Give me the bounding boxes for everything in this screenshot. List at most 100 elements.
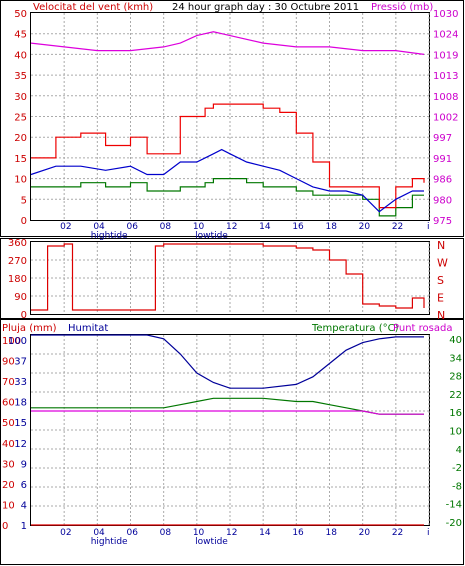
x-tick-label: 10 (193, 528, 205, 538)
humidity-tick-label: 18 (14, 398, 27, 409)
direction-tick-label: 180 (8, 274, 27, 285)
x-tick-label: 16 (292, 222, 304, 232)
compass-letter: W (437, 257, 448, 270)
temperature-tick-label: 16 (449, 408, 462, 419)
direction-tick-label: 270 (8, 256, 27, 267)
x-tick-label: 12 (226, 528, 237, 538)
rain-tick-label: 10 (2, 500, 15, 511)
compass-letter: N (437, 309, 445, 322)
x-tick-label: 20 (359, 222, 371, 232)
x-tick-label: 02 (60, 528, 71, 538)
pressure-tick-label: 1024 (433, 30, 458, 41)
temperature-tick-label: -2 (452, 463, 462, 474)
pressure-axis-label: Pressió (mb) (371, 1, 433, 13)
hightide-label: hightide (91, 231, 128, 241)
direction-panel-frame (0, 238, 464, 319)
rain-tick-label: 90 (2, 357, 15, 368)
humidity-tick-label: 15 (14, 418, 27, 429)
wind-tick-label: 0 (21, 216, 27, 227)
rain-tick-label: 70 (2, 377, 15, 388)
humidity-tick-label: 33 (14, 377, 27, 388)
humidity-tick-label: 6 (21, 480, 27, 491)
x-tick-label: 06 (127, 528, 139, 538)
wind-tick-label: 35 (14, 71, 27, 82)
compass-letter: N (437, 239, 445, 252)
x-tick-label: 10 (193, 222, 205, 232)
temperature-axis-label: Temperatura (°C) (311, 323, 399, 334)
direction-tick-label: 90 (14, 292, 27, 303)
x-tick-label: 12 (226, 222, 237, 232)
graph-title: 24 hour graph day : 30 Octubre 2011 (172, 2, 359, 13)
humidity-tick-label: 1 (21, 521, 27, 532)
direction-tick-label: 0 (21, 310, 27, 321)
humidity-axis-label: Humitat (68, 323, 108, 334)
temperature-tick-label: -14 (446, 500, 462, 511)
pressure-tick-label: 1013 (433, 71, 458, 82)
rain-tick-label: 60 (2, 398, 15, 409)
wind-avg-series (30, 148, 424, 213)
humidity-tick-label: 9 (21, 459, 27, 470)
pressure-tick-label: 986 (433, 175, 452, 186)
temperature-tick-label: -20 (446, 518, 462, 529)
pressure-series (30, 31, 425, 55)
lowtide-label: lowtide (195, 231, 228, 241)
rain-tick-label: 30 (2, 459, 15, 470)
x-tick-label: 18 (326, 528, 338, 538)
x-tick-label: 14 (259, 222, 271, 232)
wind-gust-series (31, 103, 425, 209)
temperature-tick-label: 40 (449, 335, 462, 346)
rain-tick-label: 100 (2, 336, 21, 347)
rain-tick-label: 20 (2, 480, 15, 491)
temperature-tick-label: -8 (452, 481, 462, 492)
humidity-series (31, 334, 424, 389)
humidity-tick-label: 12 (14, 439, 27, 450)
x-tick-label: 20 (359, 528, 371, 538)
temp-panel-frame (0, 319, 464, 565)
x-tick-label: 18 (326, 222, 338, 232)
pressure-tick-label: 991 (433, 154, 452, 165)
x-tick-label: 22 (392, 528, 403, 538)
rain-tick-label: 50 (2, 418, 15, 429)
compass-letter: S (437, 274, 444, 287)
x-tick-label: 16 (292, 528, 304, 538)
pressure-tick-label: 1008 (433, 92, 458, 103)
wind-tick-label: 40 (14, 50, 27, 61)
x-tick-label: 08 (160, 528, 172, 538)
wind-tick-label: 10 (14, 175, 27, 186)
wind-min-series (31, 178, 424, 217)
wind-tick-label: 50 (14, 9, 27, 20)
rain-tick-label: 0 (2, 521, 8, 532)
x-tick-label: i (427, 528, 430, 538)
pressure-tick-label: 975 (433, 216, 452, 227)
wind-tick-label: 5 (21, 195, 27, 206)
x-tick-label: 02 (60, 222, 71, 232)
wind-axis-label: Velocitat del vent (kmh) (33, 2, 153, 13)
humidity-tick-label: 37 (14, 357, 27, 368)
wind-tick-label: 30 (14, 92, 27, 103)
pressure-tick-label: 1002 (433, 113, 458, 124)
rain-axis-label: Pluja (mm) (2, 323, 57, 334)
temperature-tick-label: 34 (449, 353, 462, 364)
temperature-tick-label: 4 (456, 445, 462, 456)
x-tick-label: 06 (127, 222, 139, 232)
hightide-label: hightide (91, 537, 128, 547)
x-tick-label: 14 (259, 528, 271, 538)
wind-direction-series (31, 243, 425, 311)
humidity-tick-label: 100 (8, 336, 27, 347)
compass-letter: E (437, 292, 444, 305)
pressure-tick-label: 1030 (433, 9, 458, 20)
wind-tick-label: 25 (14, 113, 27, 124)
x-tick-label: 08 (160, 222, 172, 232)
temperature-tick-label: 22 (449, 390, 462, 401)
lowtide-label: lowtide (195, 537, 228, 547)
direction-tick-label: 360 (8, 238, 27, 249)
humidity-tick-label: 4 (21, 500, 27, 511)
temperature-tick-label: 28 (449, 372, 462, 383)
wind-panel-frame (0, 0, 464, 237)
x-tick-label: 04 (93, 528, 105, 538)
rain-tick-label: 40 (2, 439, 15, 450)
dewpoint-axis-label: Punt rosada (393, 323, 452, 334)
temperature-tick-label: 10 (449, 427, 462, 438)
pressure-tick-label: 980 (433, 195, 452, 206)
